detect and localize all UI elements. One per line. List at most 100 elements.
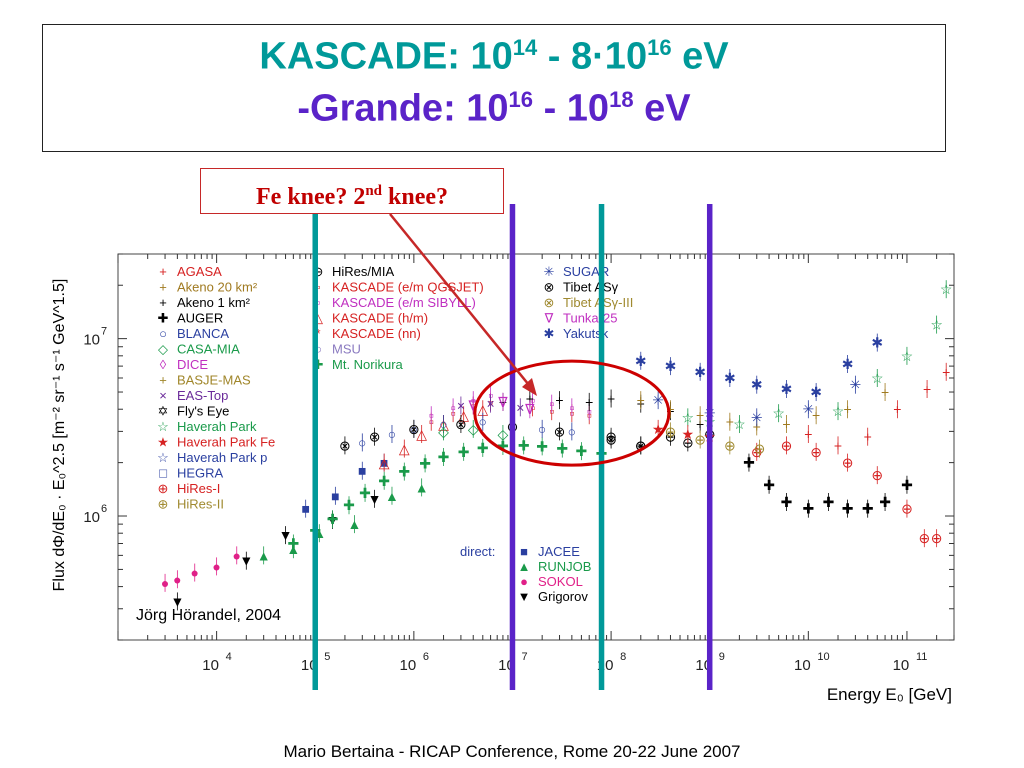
legend-symbol: ✳ — [544, 264, 555, 279]
data-point: ⊕ — [901, 501, 913, 517]
legend-symbol: ◊ — [160, 357, 167, 372]
data-point: + — [843, 401, 851, 417]
title-line-1-exp-2: 16 — [647, 35, 672, 60]
legend-symbol: ⊖ — [313, 264, 324, 279]
legend-symbol: ✡ — [158, 404, 169, 419]
data-point: ✚ — [497, 438, 509, 454]
legend-label: HiRes/MIA — [332, 264, 394, 279]
data-point: ◇ — [468, 421, 479, 437]
data-point: ✚ — [743, 455, 755, 471]
data-point: ▫ — [530, 392, 535, 408]
title-line-2: -Grande: 1016 - 1018 eV — [43, 87, 945, 131]
footer-citation: Mario Bertaina - RICAP Conference, Rome … — [283, 742, 741, 761]
data-point: ✱ — [751, 377, 763, 393]
data-point: ✚ — [901, 477, 913, 493]
data-point: ⊕ — [918, 530, 930, 546]
title-line-2-mid: - 10 — [533, 87, 610, 130]
data-point: ⊕ — [665, 423, 677, 439]
legend-label: Grigorov — [538, 589, 588, 604]
legend-label: BASJE-MAS — [177, 373, 251, 388]
data-point: + — [804, 426, 812, 442]
data-point: ✚ — [438, 449, 450, 465]
title-box: KASCADE: 1014 - 8·1016 eV -Grande: 1016 … — [42, 24, 946, 152]
x-tick-label: 10 — [893, 657, 910, 674]
callout-arrowhead — [522, 378, 537, 396]
legend-symbol: + — [159, 264, 167, 279]
data-point: ⊕ — [931, 530, 943, 546]
legend-symbol: ▫ — [316, 280, 321, 295]
legend-symbol: □ — [159, 466, 167, 481]
data-point: ☆ — [832, 403, 845, 419]
x-tick-exponent: 5 — [324, 651, 330, 663]
x-tick-exponent: 6 — [423, 651, 429, 663]
legend-label: KASCADE (h/m) — [332, 311, 428, 326]
legend-symbol: ▫ — [316, 295, 321, 310]
data-point: ⊕ — [754, 441, 766, 457]
y-tick-label: 10 — [83, 332, 100, 349]
data-point: ● — [191, 565, 199, 581]
data-point: ✚ — [823, 494, 835, 510]
legend-label: AUGER — [177, 311, 223, 326]
data-point: ⊕ — [694, 431, 706, 447]
x-tick-exponent: 11 — [916, 651, 927, 663]
legend-symbol: ■ — [520, 544, 528, 559]
x-tick-exponent: 7 — [521, 651, 527, 663]
legend-symbol: ★ — [157, 435, 169, 450]
data-point: ☆ — [733, 416, 746, 432]
data-point: ✳ — [850, 377, 862, 393]
legend-symbol: ⊕ — [158, 497, 169, 512]
data-point: + — [555, 392, 563, 408]
data-point: + — [834, 437, 842, 453]
legend-label: HiRes-II — [177, 497, 224, 512]
data-point: ✱ — [724, 370, 736, 386]
data-point: ○ — [568, 423, 576, 439]
title-line-2-suffix: eV — [633, 87, 691, 130]
data-point: ▫ — [451, 399, 456, 415]
data-point: ■ — [331, 488, 339, 504]
legend-label: KASCADE (e/m SIBYLL) — [332, 295, 476, 310]
data-point: + — [607, 390, 615, 406]
data-point: ▫ — [429, 407, 434, 423]
legend-direct-label: direct: — [460, 544, 495, 559]
plot-frame — [117, 253, 955, 641]
x-axis-label: Energy E₀ [GeV] — [827, 685, 952, 704]
legend-label: HiRes-I — [177, 481, 220, 496]
data-point: ▫ — [569, 399, 574, 415]
data-point: ⊕ — [724, 437, 736, 453]
series-runjob: ▲ ▲▲▲▲▲ — [257, 478, 429, 565]
x-tick-exponent: 9 — [719, 651, 725, 663]
legend-symbol: ● — [520, 574, 528, 589]
legend-symbol: ∇ — [544, 311, 554, 326]
y-tick-exponent: 7 — [101, 326, 107, 338]
data-point: ✚ — [477, 440, 489, 456]
data-point: ⊗ — [408, 421, 420, 437]
legend-symbol: ☆ — [157, 450, 169, 465]
legend-label: KASCADE (nn) — [332, 326, 421, 341]
data-point: ◇ — [498, 426, 509, 442]
data-point: △ — [477, 401, 488, 417]
data-point: ☆ — [772, 405, 785, 421]
data-point: ▫ — [587, 403, 592, 419]
legend-label: Mt. Norikura — [332, 357, 404, 372]
data-point: ✚ — [287, 535, 299, 551]
legend-symbol: ⊕ — [158, 481, 169, 496]
data-point: ⊕ — [751, 444, 763, 460]
data-point: ✱ — [810, 384, 822, 400]
data-point: ✚ — [419, 455, 431, 471]
data-point: + — [923, 381, 931, 397]
data-point: ○ — [388, 426, 396, 442]
x-tick-exponent: 4 — [226, 651, 232, 663]
data-point: ⊖ — [605, 429, 617, 445]
data-point: + — [526, 390, 534, 406]
data-point: + — [812, 407, 820, 423]
data-point: + — [753, 418, 761, 434]
data-point: ✱ — [694, 364, 706, 380]
legend-label: MSU — [332, 342, 361, 357]
data-point: × — [487, 396, 495, 412]
data-point: ✱ — [781, 381, 793, 397]
data-point: ✚ — [327, 511, 339, 527]
data-point: + — [696, 407, 704, 423]
legend-symbol: * — [315, 326, 320, 341]
callout-prefix: Fe knee? 2 — [256, 184, 366, 210]
